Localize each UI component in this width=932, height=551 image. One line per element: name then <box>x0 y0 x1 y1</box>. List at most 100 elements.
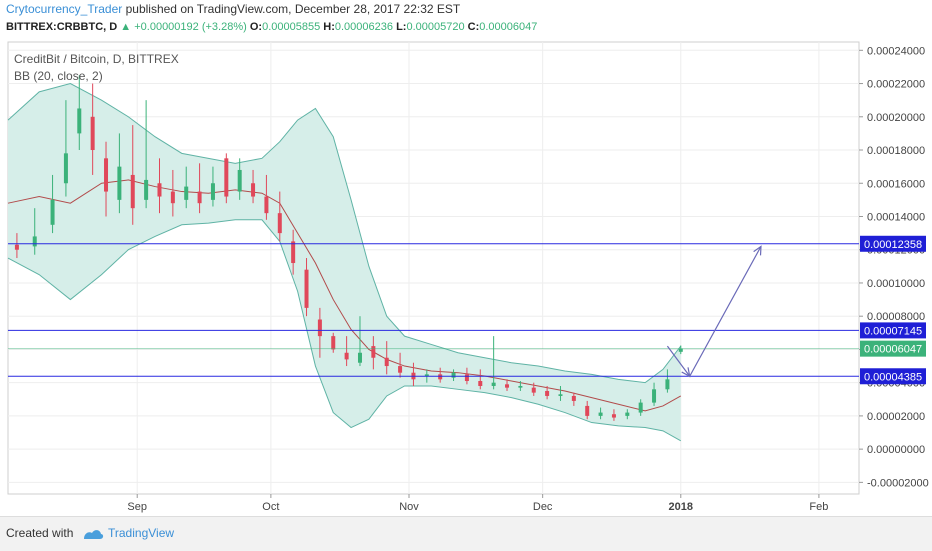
low-label: L: <box>396 21 407 33</box>
candles <box>14 75 683 421</box>
candle-body <box>571 395 576 401</box>
x-tick-label: Dec <box>533 501 553 513</box>
candle-body <box>438 374 443 380</box>
close-label: C: <box>467 21 480 33</box>
candle-body <box>157 183 162 197</box>
arrow-head <box>753 245 762 256</box>
candle-body <box>625 412 630 416</box>
candle-body <box>371 346 376 358</box>
grid-lines <box>8 42 859 494</box>
candle-body <box>384 357 389 367</box>
horizontal-levels[interactable] <box>8 243 859 377</box>
candle-body <box>478 381 483 386</box>
candle-body <box>344 352 349 360</box>
x-tick-label: Feb <box>809 501 828 513</box>
up-arrow-icon: ▲ <box>120 21 132 33</box>
low-value: 0.00005720 <box>406 21 465 33</box>
candle-body <box>264 196 269 214</box>
level-price-tag: 0.00007145 <box>864 325 922 337</box>
candle-body <box>304 269 309 308</box>
candle-body <box>331 336 336 350</box>
open-value: 0.00005855 <box>262 21 321 33</box>
candle-body <box>491 382 496 386</box>
x-tick-label: Sep <box>127 501 147 513</box>
band-lower <box>7 219 682 442</box>
candle-body <box>665 379 670 390</box>
candle-body <box>170 191 175 204</box>
candle-body <box>77 108 82 134</box>
candle-body <box>277 213 282 234</box>
y-tick-label: 0.00010000 <box>867 278 925 290</box>
y-tick-label: 0.00016000 <box>867 178 925 190</box>
y-tick-label: 0.00018000 <box>867 145 925 157</box>
x-tick-label: Nov <box>399 501 419 513</box>
footer: Created with TradingView <box>0 516 932 551</box>
candle-body <box>424 374 429 377</box>
y-tick-label: 0.00014000 <box>867 211 925 223</box>
candle-body <box>611 414 616 418</box>
candle-body <box>210 183 215 200</box>
publish-info: Crytocurrency_Trader published on Tradin… <box>6 2 460 16</box>
legend-pair: CreditBit / Bitcoin, D, BITTREX <box>14 52 179 66</box>
candle-body <box>398 366 403 373</box>
y-tick-label: 0.00008000 <box>867 311 925 323</box>
level-price-tag-bg <box>860 322 926 339</box>
last-price-tag-bg <box>860 340 926 357</box>
created-with-text: Created with <box>6 526 74 540</box>
level-price-tag: 0.00012358 <box>864 239 922 251</box>
candle-body <box>558 394 563 396</box>
candle-body <box>117 166 122 200</box>
candle-body <box>451 372 456 378</box>
candle-body <box>14 244 19 250</box>
y-tick-label: 0.00002000 <box>867 411 925 423</box>
x-tick-label: Oct <box>262 501 279 513</box>
high-label: H: <box>323 21 335 33</box>
close-value: 0.00006047 <box>479 21 538 33</box>
y-tick-label: -0.00002000 <box>867 477 929 489</box>
arrow-head <box>681 367 691 378</box>
symbol-label: BITTREX:CRBBTC, D <box>6 21 118 33</box>
level-price-tag: 0.00004385 <box>864 371 922 383</box>
tradingview-brand-link[interactable]: TradingView <box>108 526 175 540</box>
candle-body <box>317 319 322 337</box>
author-link[interactable]: Crytocurrency_Trader <box>6 2 123 16</box>
candle-body <box>505 384 510 388</box>
candle-body <box>63 153 68 184</box>
candle-body <box>224 158 229 197</box>
price-chart[interactable]: 0.00024000 0.00022000 0.00020000 0.00018000… <box>0 0 932 516</box>
candle-body <box>32 236 37 247</box>
time-axis[interactable]: Sep Oct Nov Dec 2018 Feb <box>127 494 828 513</box>
candle-body <box>545 390 550 396</box>
published-text: published on TradingView.com, December 2… <box>125 2 461 16</box>
projection-arrow[interactable] <box>666 245 762 378</box>
candle-body <box>531 387 536 393</box>
y-tick-label: 0.00000000 <box>867 444 925 456</box>
last-price-tag: 0.00006047 <box>864 344 922 356</box>
candle-body <box>585 405 590 416</box>
candle-body <box>251 183 256 197</box>
y-tick-label: 0.00020000 <box>867 112 925 124</box>
candle-body <box>130 174 135 209</box>
candle-body <box>518 385 523 388</box>
candle-body <box>184 186 189 200</box>
candle-body <box>678 348 683 352</box>
y-tick-label: 0.00022000 <box>867 79 925 91</box>
candle-body <box>197 191 202 204</box>
candle-body <box>598 412 603 416</box>
candle-body <box>104 158 109 192</box>
candle-body <box>638 402 643 413</box>
candle-body <box>291 241 296 264</box>
x-tick-label: 2018 <box>669 501 693 513</box>
open-label: O: <box>249 21 263 33</box>
candle-body <box>357 352 362 363</box>
level-price-tag-bg <box>860 368 926 385</box>
candle-body <box>652 389 657 403</box>
candle-body <box>50 199 55 225</box>
candle-body <box>464 374 469 381</box>
level-price-tag-bg <box>860 235 926 252</box>
candle-body <box>237 169 242 192</box>
ohlc-bar: BITTREX:CRBBTC, D ▲ +0.00000192 (+3.28%)… <box>6 21 537 33</box>
price-axis[interactable]: 0.00024000 0.00022000 0.00020000 0.00018000… <box>859 45 929 489</box>
plot-area[interactable] <box>7 41 860 495</box>
change-value: +0.00000192 (+3.28%) <box>134 21 247 33</box>
